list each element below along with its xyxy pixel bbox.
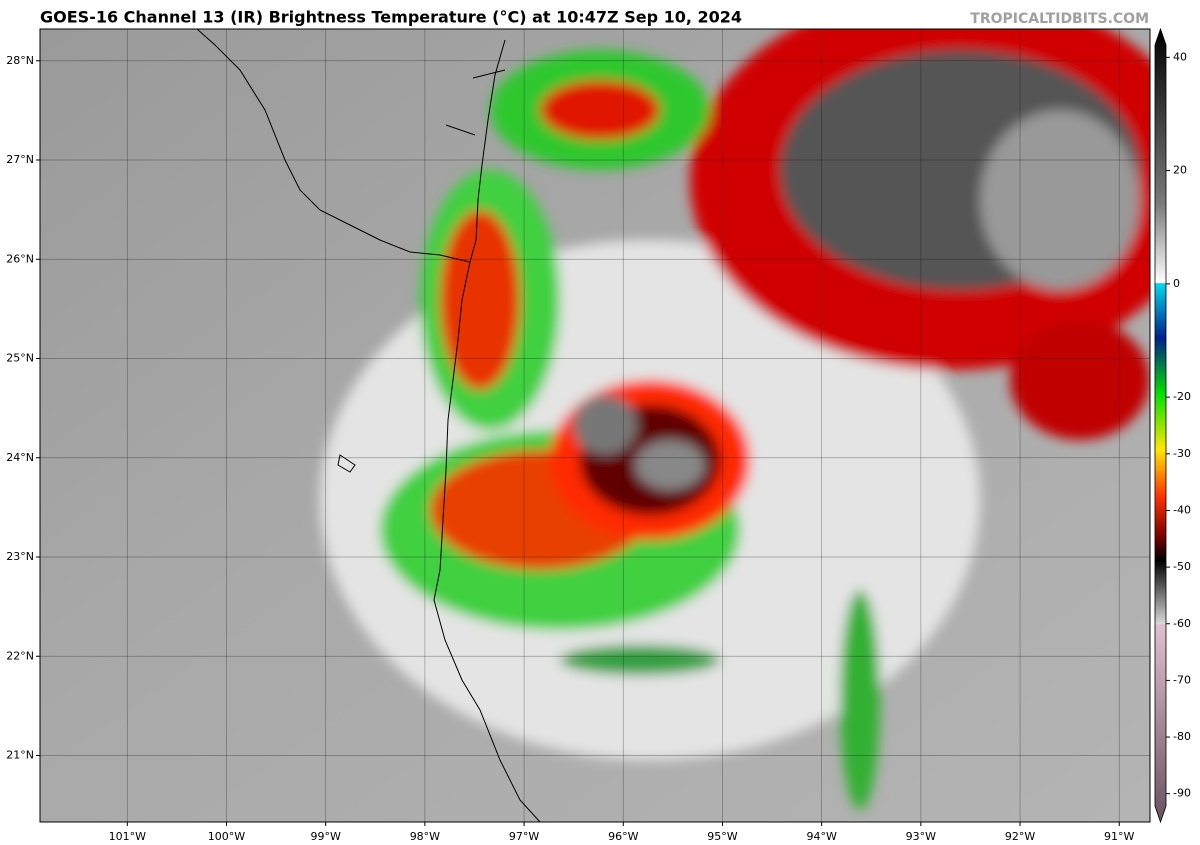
- coastlines: [196, 28, 541, 823]
- graticule: [40, 29, 1150, 822]
- lon-tick-label: 101°W: [109, 830, 146, 843]
- colorbar-tick-label: 20: [1173, 164, 1187, 177]
- lat-tick-label: 28°N: [6, 54, 34, 67]
- coastline: [433, 39, 541, 823]
- colorbar-tick-label: 0: [1173, 277, 1180, 290]
- lon-tick-label: 93°W: [906, 830, 936, 843]
- lon-tick-label: 99°W: [310, 830, 340, 843]
- cloud-field: [320, 29, 1150, 810]
- colorbar-tick-label: -30: [1173, 447, 1191, 460]
- lon-tick-label: 95°W: [707, 830, 737, 843]
- lon-tick-label: 98°W: [410, 830, 440, 843]
- coast-detail: [337, 69, 506, 473]
- lon-tick-label: 100°W: [208, 830, 245, 843]
- lat-tick-label: 27°N: [6, 153, 34, 166]
- lon-tick-label: 96°W: [608, 830, 638, 843]
- colorbar-tick-label: -20: [1173, 390, 1191, 403]
- colorbar: 40 20 0 -20 -30 -40 -50 -60 -70 -80 -90: [1154, 27, 1191, 824]
- lon-tick-label: 94°W: [806, 830, 836, 843]
- lat-tick-label: 21°N: [6, 749, 34, 762]
- colorbar-bar: [1154, 27, 1167, 824]
- lat-tick-label: 22°N: [6, 649, 34, 662]
- lon-tick-label: 91°W: [1104, 830, 1134, 843]
- imagery: [40, 29, 1150, 822]
- colorbar-tick-label: -40: [1173, 503, 1191, 516]
- colorbar-tick-label: -90: [1173, 787, 1191, 800]
- border: [196, 28, 471, 263]
- lat-tick-label: 24°N: [6, 451, 34, 464]
- watermark: TROPICALTIDBITS.COM: [970, 11, 1149, 27]
- colorbar-tick-label: -60: [1173, 617, 1191, 630]
- map-frame: [39, 28, 1151, 823]
- lat-tick-label: 25°N: [6, 352, 34, 365]
- lon-tick-label: 92°W: [1005, 830, 1035, 843]
- lon-tick-label: 97°W: [509, 830, 539, 843]
- colorbar-tick-label: -80: [1173, 730, 1191, 743]
- title: GOES-16 Channel 13 (IR) Brightness Tempe…: [40, 8, 742, 27]
- colorbar-tick-label: 40: [1173, 50, 1187, 63]
- colorbar-tick-label: -50: [1173, 560, 1191, 573]
- colorbar-tick-label: -70: [1173, 673, 1191, 686]
- lat-tick-label: 23°N: [6, 550, 34, 563]
- lat-tick-label: 26°N: [6, 252, 34, 265]
